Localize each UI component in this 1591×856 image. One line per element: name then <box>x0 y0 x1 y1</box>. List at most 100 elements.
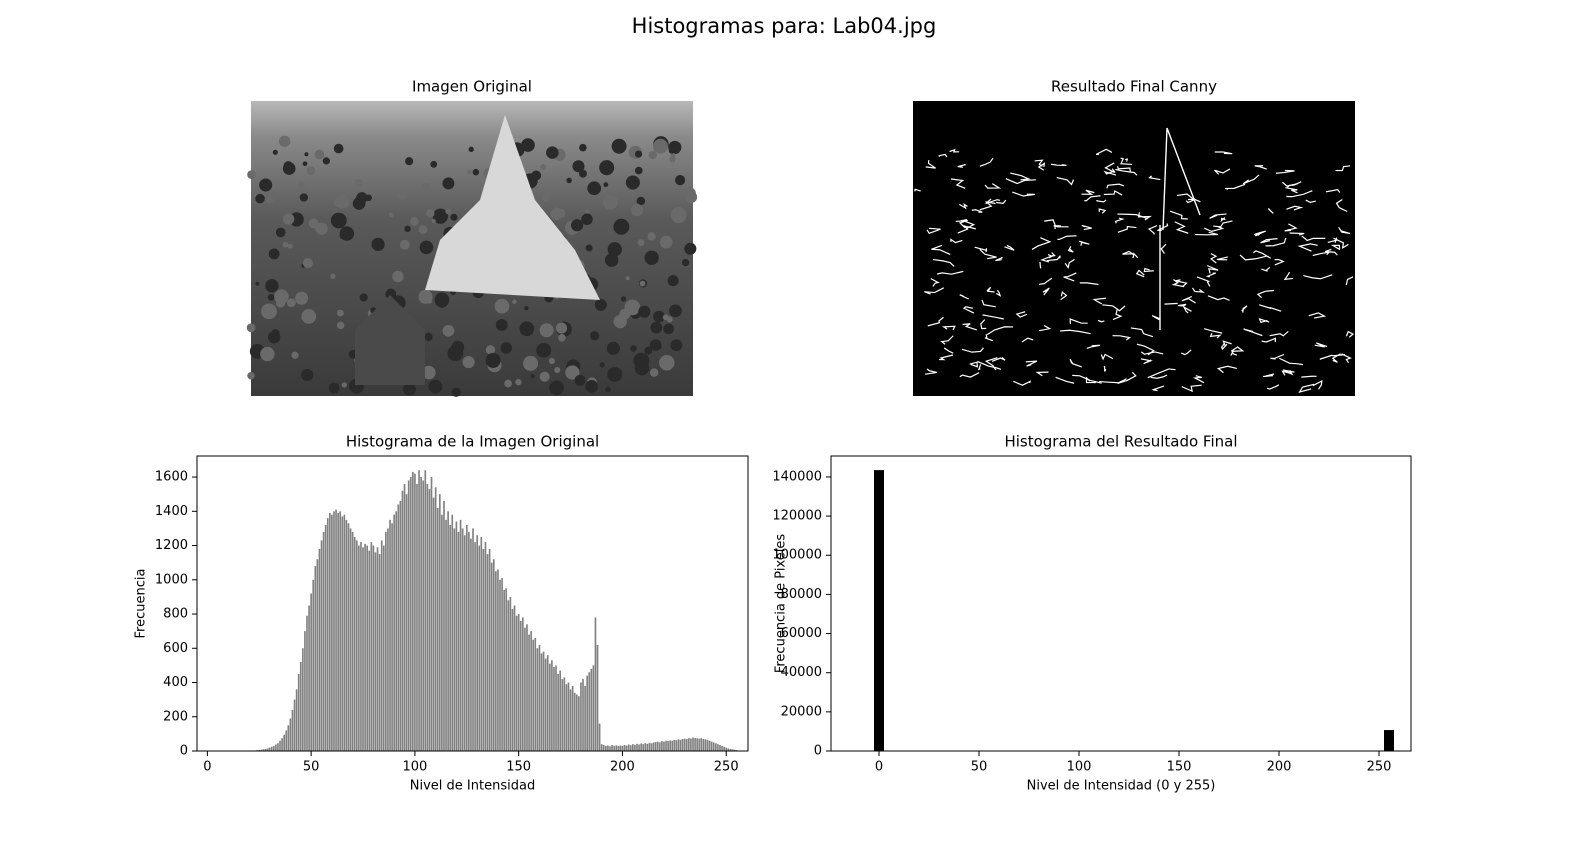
tree <box>668 148 675 154</box>
bar <box>561 679 564 751</box>
bar <box>667 741 669 751</box>
bar <box>582 679 584 751</box>
edge <box>1005 178 1036 185</box>
bar <box>418 470 420 751</box>
tree <box>624 299 641 316</box>
bar <box>536 648 539 751</box>
tree <box>315 222 328 235</box>
edge <box>957 224 976 234</box>
edge <box>996 199 1007 205</box>
bar <box>725 747 728 751</box>
edge <box>1263 373 1275 378</box>
bar <box>434 487 437 751</box>
tree <box>467 169 472 175</box>
edge <box>1055 376 1075 384</box>
bar <box>310 593 312 751</box>
edge <box>1182 305 1192 314</box>
edge <box>959 294 969 300</box>
bar <box>326 518 329 751</box>
tree <box>418 225 428 234</box>
bar <box>432 497 435 751</box>
edge <box>1021 337 1034 343</box>
bar <box>345 519 348 751</box>
bar <box>295 689 298 751</box>
tree <box>301 309 317 324</box>
edge <box>1305 199 1316 204</box>
bar <box>650 743 653 751</box>
y-tick-label: 400 <box>163 675 188 690</box>
bar <box>669 740 672 751</box>
y-tick-label: 100000 <box>772 548 822 563</box>
x-tick-label: 200 <box>1267 760 1292 775</box>
edge <box>1209 333 1222 339</box>
tree <box>660 235 673 249</box>
edge <box>1012 191 1035 197</box>
edge <box>1270 353 1285 360</box>
bar <box>299 661 302 751</box>
bar <box>874 470 884 751</box>
edge <box>1281 370 1292 376</box>
edge <box>1333 237 1349 249</box>
tree <box>266 196 273 204</box>
edge <box>1025 360 1038 367</box>
bar <box>544 658 547 751</box>
bar <box>588 672 591 751</box>
bar <box>507 600 510 751</box>
bar <box>548 663 551 751</box>
bar <box>704 739 707 751</box>
edge <box>1279 357 1303 366</box>
tree <box>314 149 325 160</box>
bar <box>578 696 580 751</box>
bar <box>623 745 626 751</box>
edge <box>1170 210 1188 220</box>
tree <box>259 178 273 192</box>
bar <box>513 605 516 751</box>
tree <box>579 143 587 152</box>
tree <box>549 380 564 396</box>
bar <box>492 559 495 751</box>
bar <box>619 745 622 751</box>
y-tick-label: 1200 <box>155 538 188 553</box>
bar <box>376 547 379 751</box>
bar <box>459 519 462 751</box>
bar <box>631 744 634 751</box>
bar <box>443 501 445 751</box>
tree <box>653 310 665 323</box>
edge <box>985 198 1001 205</box>
bar <box>476 535 478 751</box>
tree <box>283 161 293 171</box>
bar <box>428 489 431 751</box>
bar <box>546 655 549 751</box>
bar <box>648 742 651 751</box>
edge <box>974 246 988 253</box>
tree <box>547 190 552 195</box>
bar <box>308 605 310 751</box>
tree <box>462 355 475 369</box>
edge <box>941 325 956 331</box>
edge <box>1338 226 1350 235</box>
edge <box>950 238 963 244</box>
tree <box>541 193 550 202</box>
edge <box>1335 165 1351 172</box>
tree <box>287 243 293 249</box>
tree <box>431 219 436 224</box>
tree <box>428 379 443 394</box>
tree <box>392 270 404 283</box>
tree <box>371 237 385 251</box>
bar <box>470 538 472 751</box>
edge <box>1106 183 1124 189</box>
bar <box>727 748 730 751</box>
bar <box>652 742 655 751</box>
edge <box>1345 330 1355 338</box>
tree <box>548 357 555 365</box>
tree <box>272 149 278 155</box>
bar <box>688 738 690 751</box>
tree <box>424 332 433 342</box>
bar <box>528 634 530 751</box>
tree <box>540 164 547 171</box>
edge <box>1143 267 1154 273</box>
bar <box>399 501 402 751</box>
edge <box>1303 274 1333 280</box>
bar <box>721 745 723 751</box>
bar <box>353 536 356 751</box>
